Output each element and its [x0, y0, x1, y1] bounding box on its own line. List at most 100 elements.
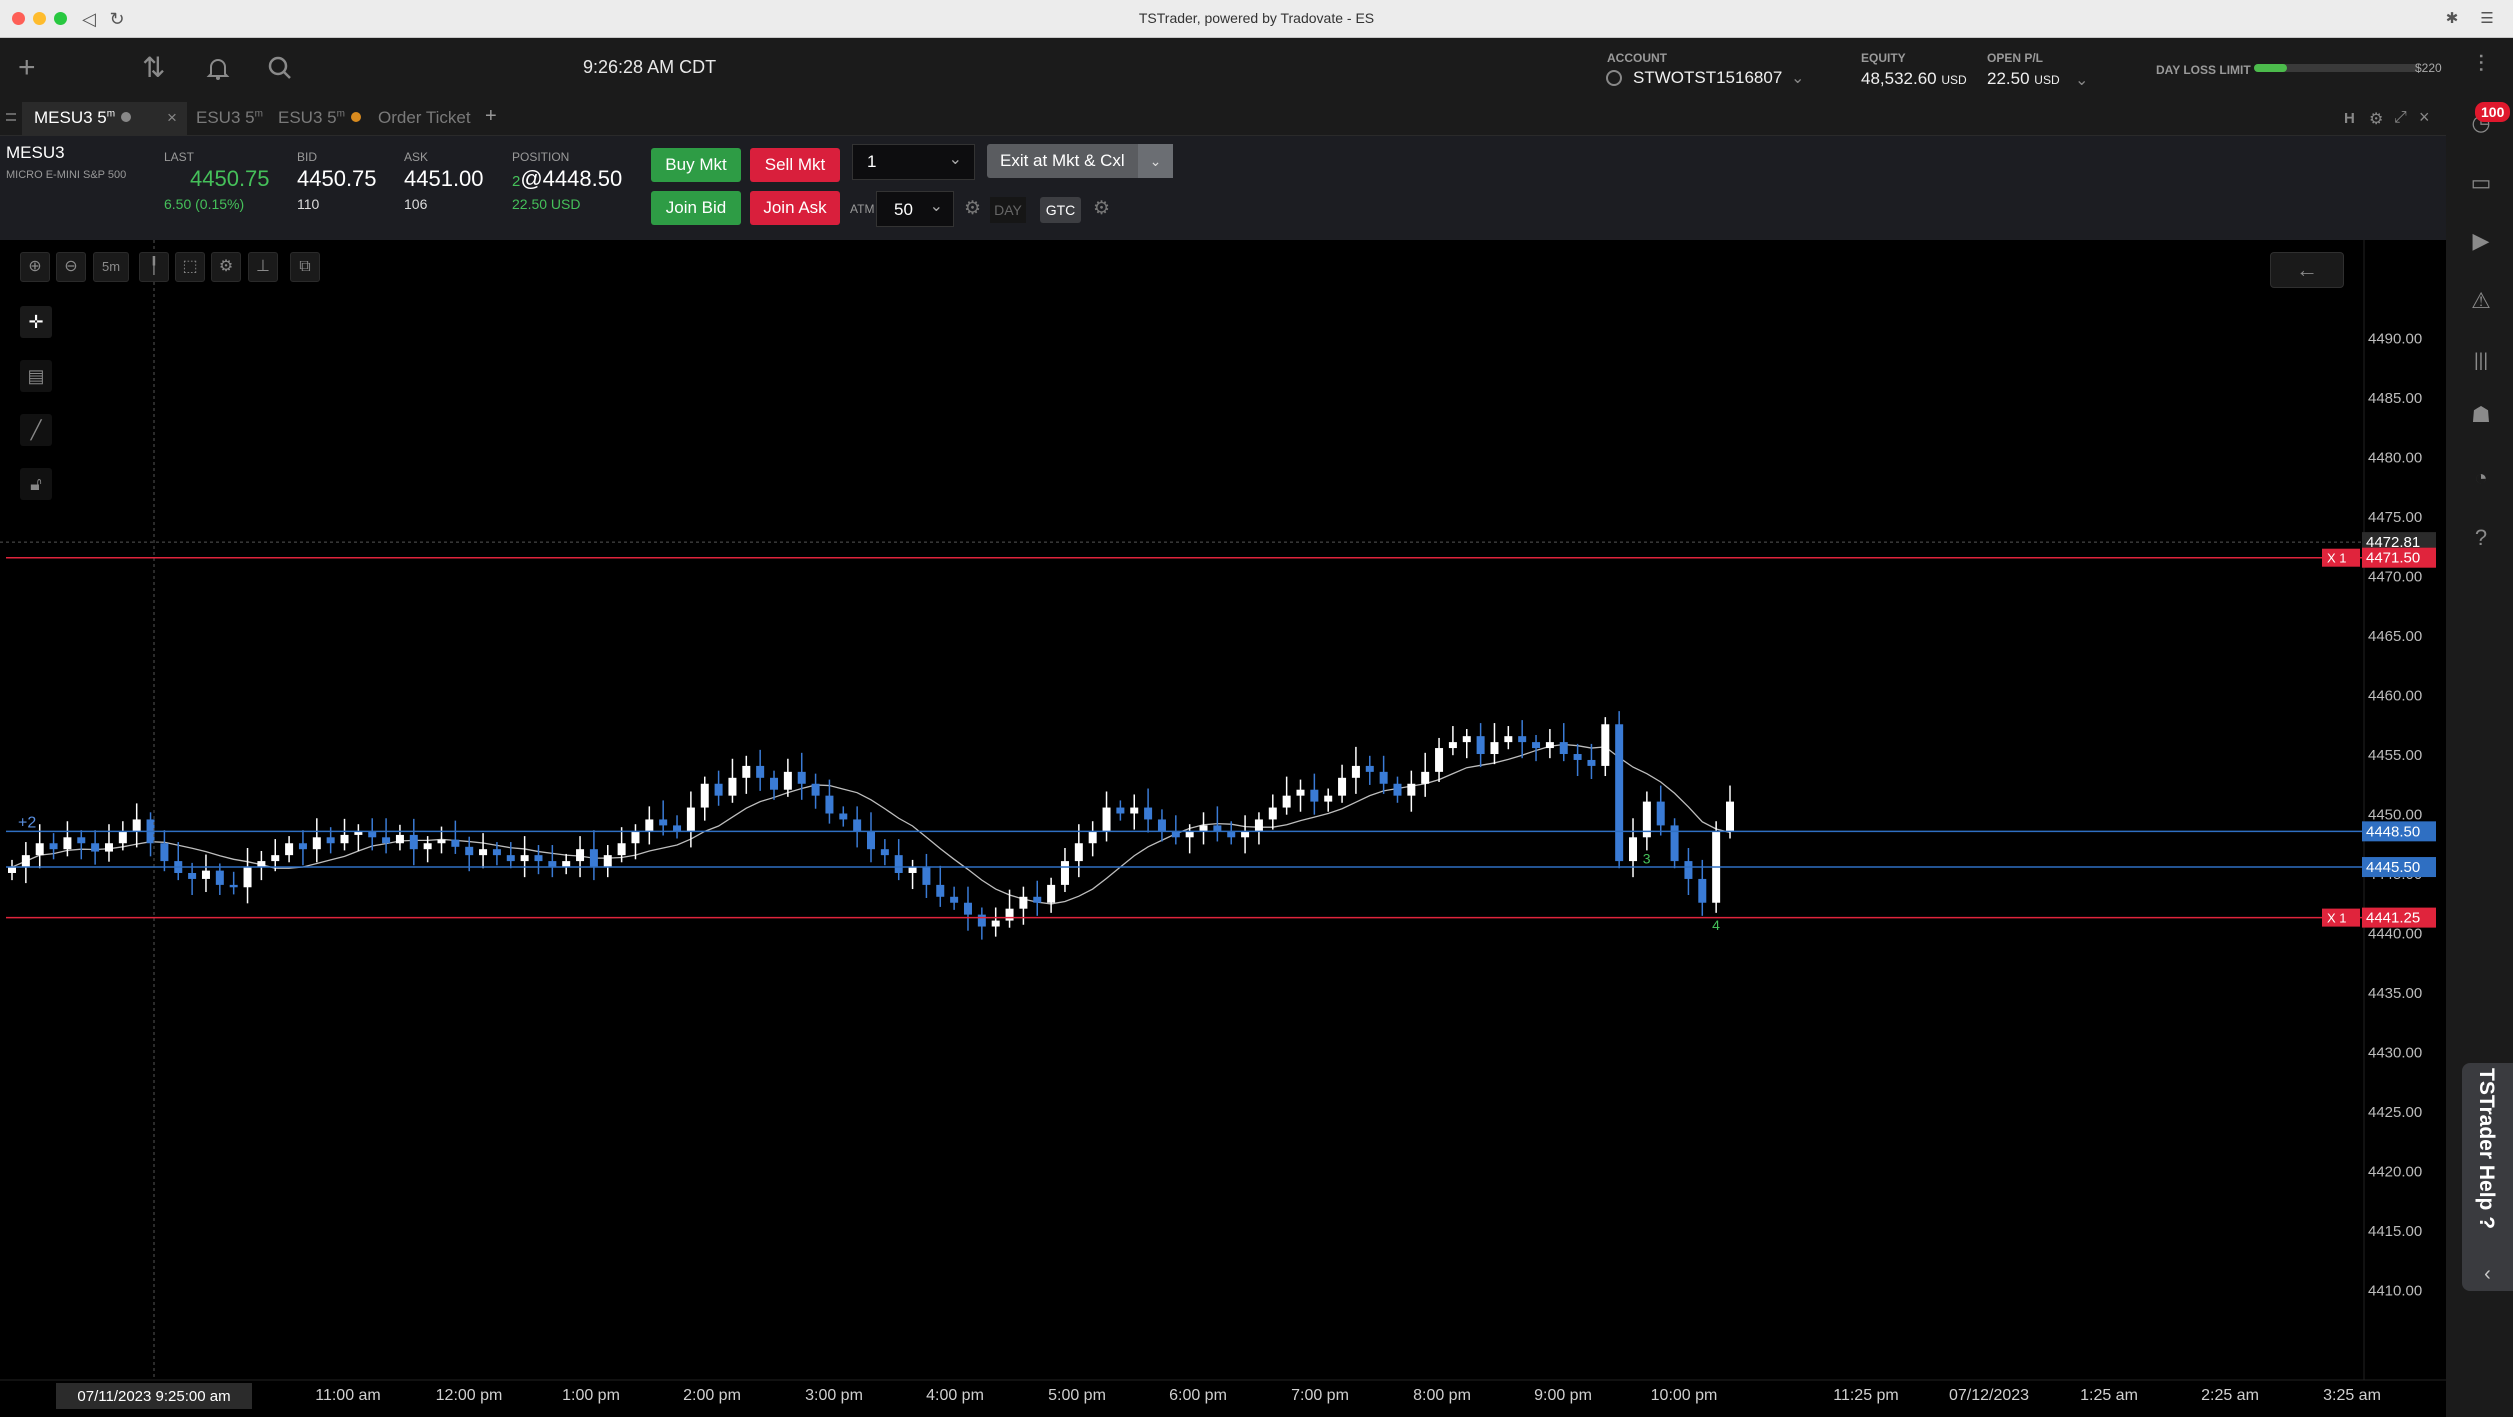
warning-icon[interactable]: ⚠ [2471, 288, 2491, 313]
candle-body [908, 867, 917, 873]
add-icon[interactable]: + [18, 51, 36, 84]
atm-settings-gear-icon[interactable]: ⚙ [964, 198, 982, 219]
chevron-down-icon[interactable]: ⌄ [2075, 72, 2089, 89]
chevron-left-icon[interactable]: ‹ [2484, 1263, 2491, 1285]
extensions-icon[interactable]: ✱ [2445, 10, 2459, 27]
candle-body [1338, 777, 1347, 796]
chevron-down-icon[interactable]: ⌄ [1791, 70, 1805, 87]
price-chart[interactable]: X 1X 1+234 4490.004485.004480.004475.004… [0, 240, 2446, 1417]
candle-body [1698, 878, 1707, 903]
candle-body [1310, 789, 1319, 802]
sell-market-button[interactable]: Sell Mkt [750, 148, 840, 182]
transfer-icon[interactable]: ⇅ [142, 52, 166, 83]
community-icon[interactable]: ☗ [2471, 402, 2491, 427]
candle-body [797, 771, 806, 784]
close-window-button[interactable] [12, 12, 25, 25]
candle-body [1545, 742, 1554, 749]
gear-icon[interactable]: ⚙ [2369, 111, 2384, 128]
candle-body [1019, 896, 1028, 909]
interval-button[interactable]: 5m [93, 252, 129, 282]
candle-body [1490, 742, 1499, 755]
zoom-in-icon[interactable]: ⊕ [20, 252, 50, 282]
last-label: LAST [164, 150, 195, 164]
bell-icon[interactable] [204, 38, 232, 103]
order-settings-gear-icon[interactable]: ⚙ [1093, 198, 1111, 219]
chart-type-icon[interactable]: ╿ [139, 252, 169, 282]
minimize-window-button[interactable] [33, 12, 46, 25]
candle-body [645, 819, 654, 832]
close-tab-icon[interactable]: × [167, 108, 177, 127]
chevron-down-icon[interactable]: ⌄ [929, 198, 943, 215]
candle-body [1421, 771, 1430, 784]
indicators-icon[interactable]: ⊥ [248, 252, 278, 282]
candle-body [49, 843, 58, 850]
notes-icon[interactable]: ▤ [20, 360, 52, 392]
tif-gtc-button[interactable]: GTC [1040, 197, 1081, 223]
candle-body [1268, 807, 1277, 820]
buy-market-button[interactable]: Buy Mkt [651, 148, 741, 182]
search-icon[interactable] [266, 38, 294, 103]
crosshair-icon[interactable]: ✛ [20, 306, 52, 338]
reload-icon[interactable]: ↻ [109, 9, 125, 29]
tab-esu3-5m-2[interactable]: ESU3 5m [278, 108, 361, 128]
help-tab[interactable] [2462, 1063, 2513, 1291]
chevron-down-icon[interactable]: ⌄ [948, 151, 962, 168]
candle-body [479, 849, 488, 856]
back-icon[interactable]: ◁ [82, 9, 96, 29]
menu-icon[interactable]: ☰ [2480, 10, 2494, 27]
candle-body [714, 783, 723, 796]
candle-body [1518, 736, 1527, 743]
symbol[interactable]: MESU3 [6, 143, 65, 162]
quantity-input[interactable]: 1 ⌄ [852, 144, 975, 180]
scroll-back-button[interactable]: ← [2270, 252, 2344, 288]
candle-body [603, 855, 612, 868]
candle-body [1393, 783, 1402, 796]
x-tick-label: 4:00 pm [926, 1387, 984, 1404]
exit-options-chevron-icon[interactable]: ⌄ [1138, 144, 1173, 178]
speedometer-icon[interactable]: ◔ [2474, 465, 2488, 490]
candle-body [1670, 825, 1679, 862]
candle-body [977, 914, 986, 927]
popout-icon[interactable]: ⤢ [2394, 109, 2407, 126]
templates-icon[interactable]: ⧉ [290, 252, 320, 282]
join-ask-button[interactable]: Join Ask [750, 191, 840, 225]
candle-body [825, 795, 834, 814]
tab-mesu3-5m[interactable]: MESU3 5m [34, 108, 132, 128]
join-bid-button[interactable]: Join Bid [651, 191, 741, 225]
select-area-icon[interactable]: ⬚ [175, 252, 205, 282]
help-icon[interactable]: ? [2474, 525, 2488, 550]
tab-active-background [22, 102, 187, 136]
candle-body [963, 902, 972, 915]
candle-body [409, 834, 418, 850]
candle-body [1435, 748, 1444, 772]
hide-header-icon[interactable]: H [2344, 110, 2355, 127]
x-tick-label: 11:00 am [315, 1387, 381, 1404]
bars-icon[interactable]: ||| [2473, 350, 2489, 370]
help-label[interactable]: TSTrader Help ? [2475, 1068, 2498, 1230]
zoom-window-button[interactable] [54, 12, 67, 25]
candle-body [1185, 831, 1194, 838]
atm-strategy-select[interactable]: 50 ⌄ [876, 191, 954, 227]
account-selector[interactable]: STWOTST1516807 [1633, 68, 1783, 87]
price-marker-label: 4441.25 [2366, 910, 2420, 927]
close-module-icon[interactable]: × [2419, 107, 2430, 127]
candle-body [1324, 795, 1333, 802]
tif-day-button[interactable]: DAY [990, 197, 1026, 223]
tab-menu-icon[interactable] [6, 113, 16, 121]
draw-line-icon[interactable]: ╱ [20, 414, 52, 446]
y-tick-label: 4420.00 [2368, 1163, 2422, 1180]
tab-esu3-5m[interactable]: ESU3 5m [196, 108, 263, 127]
x-tick-label: 7:00 pm [1291, 1387, 1349, 1404]
settings-sliders-icon[interactable]: ⫶ [2478, 51, 2484, 78]
add-tab-icon[interactable]: + [485, 105, 497, 127]
tab-order-ticket[interactable]: Order Ticket [378, 108, 471, 127]
candle-body [1642, 801, 1651, 838]
candle-body [118, 831, 127, 844]
video-icon[interactable]: ▶ [2472, 228, 2490, 253]
candle-body [673, 825, 682, 832]
lock-icon[interactable]: 🔓︎ [20, 468, 52, 500]
chart-settings-gear-icon[interactable]: ⚙ [211, 252, 241, 282]
zoom-out-icon[interactable]: ⊖ [56, 252, 86, 282]
chat-icon[interactable]: ▭ [2470, 170, 2492, 195]
